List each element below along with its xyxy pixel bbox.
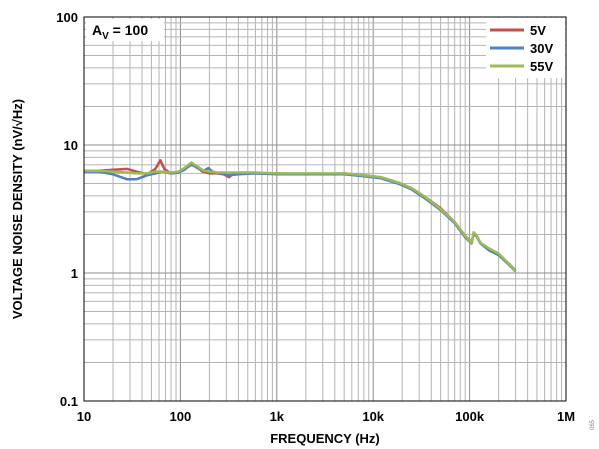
y-axis-title: VOLTAGE NOISE DENSITY (nV/√Hz)	[10, 99, 25, 319]
grid-lines	[84, 17, 566, 401]
y-tick-label: 100	[56, 10, 78, 25]
y-tick-label: 1	[71, 266, 78, 281]
legend-label-55V: 55V	[530, 59, 553, 74]
x-tick-label: 100	[170, 409, 192, 424]
y-tick-label: 10	[64, 138, 78, 153]
gain-annotation: AV = 100	[86, 19, 164, 42]
y-tick-label: 0.1	[60, 394, 78, 409]
y-tick-labels: 0.1 1 10 100	[56, 10, 78, 409]
x-tick-label: 100k	[455, 409, 485, 424]
legend-label-30V: 30V	[530, 41, 553, 56]
series-line-5V	[84, 159, 517, 272]
x-axis-title: FREQUENCY (Hz)	[270, 431, 380, 446]
x-tick-label: 10	[77, 409, 91, 424]
annotation-main: A	[92, 22, 102, 38]
legend-label-5V: 5V	[530, 23, 546, 38]
legend: 5V 30V 55V	[486, 18, 565, 78]
x-tick-label: 10k	[362, 409, 384, 424]
series-layer	[84, 159, 517, 273]
x-tick-label: 1k	[270, 409, 285, 424]
annotation-subscript: V	[102, 31, 109, 42]
annotation-background	[86, 19, 164, 41]
x-tick-labels: 10 100 1k 10k 100k 1M	[77, 409, 575, 424]
plot-frame	[83, 16, 567, 402]
annotation-rest: = 100	[109, 22, 149, 38]
annotation-text: AV = 100	[92, 22, 148, 42]
series-line-55V	[84, 161, 517, 272]
figure-id: 065	[590, 419, 596, 430]
x-tick-label: 1M	[557, 409, 575, 424]
